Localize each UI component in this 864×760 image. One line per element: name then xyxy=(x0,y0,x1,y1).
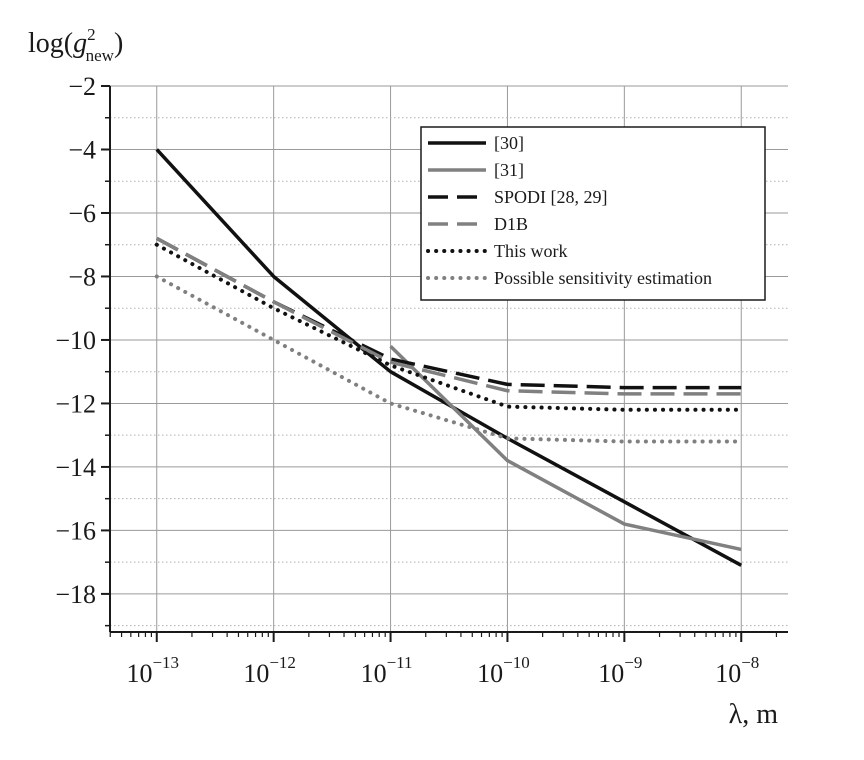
legend-label: [30] xyxy=(494,133,524,153)
y-tick-label: −4 xyxy=(68,135,96,164)
legend-box xyxy=(420,126,766,301)
series-lines xyxy=(154,148,744,567)
y-tick-label: −12 xyxy=(55,389,96,418)
y-tick-label: −6 xyxy=(68,199,96,228)
x-axis-label: λ, m xyxy=(729,699,779,730)
y-tick-label: −14 xyxy=(55,453,96,482)
y-tick-label: −2 xyxy=(68,72,96,101)
x-tick-label: 10−11 xyxy=(361,653,413,688)
y-axis-label: log(g2 new) xyxy=(28,25,123,65)
x-tick-label: 10−10 xyxy=(477,653,530,688)
x-tick-label: 10−9 xyxy=(598,653,642,688)
series-line-6 xyxy=(154,274,744,444)
legend-label: D1B xyxy=(494,214,528,234)
y-ticks: −2 −4 −6 −8 −10 −12 −14 −16 −18 xyxy=(55,72,110,627)
x-ticks: 10−13 10−12 10−11 10−10 10−9 10−8 xyxy=(109,632,778,688)
series-line-4 xyxy=(155,236,742,396)
series-line-2 xyxy=(389,345,742,552)
legend-label: Possible sensitivity estimation xyxy=(494,268,712,288)
y-tick-label: −16 xyxy=(55,516,96,545)
x-tick-label: 10−13 xyxy=(126,653,179,688)
axes xyxy=(109,86,788,633)
series-line-5 xyxy=(154,242,744,412)
y-tick-label: −8 xyxy=(68,262,96,291)
legend-label: SPODI [28, 29] xyxy=(494,187,608,207)
legend-label: [31] xyxy=(494,160,524,180)
x-tick-label: 10−8 xyxy=(715,653,759,688)
y-tick-label: −18 xyxy=(55,580,96,609)
legend-label: This work xyxy=(494,241,568,261)
y-tick-label: −10 xyxy=(55,326,96,355)
legend: [30] [31] SPODI [28, 29] D1B This work Possib… xyxy=(420,126,766,301)
x-tick-label: 10−12 xyxy=(243,653,296,688)
